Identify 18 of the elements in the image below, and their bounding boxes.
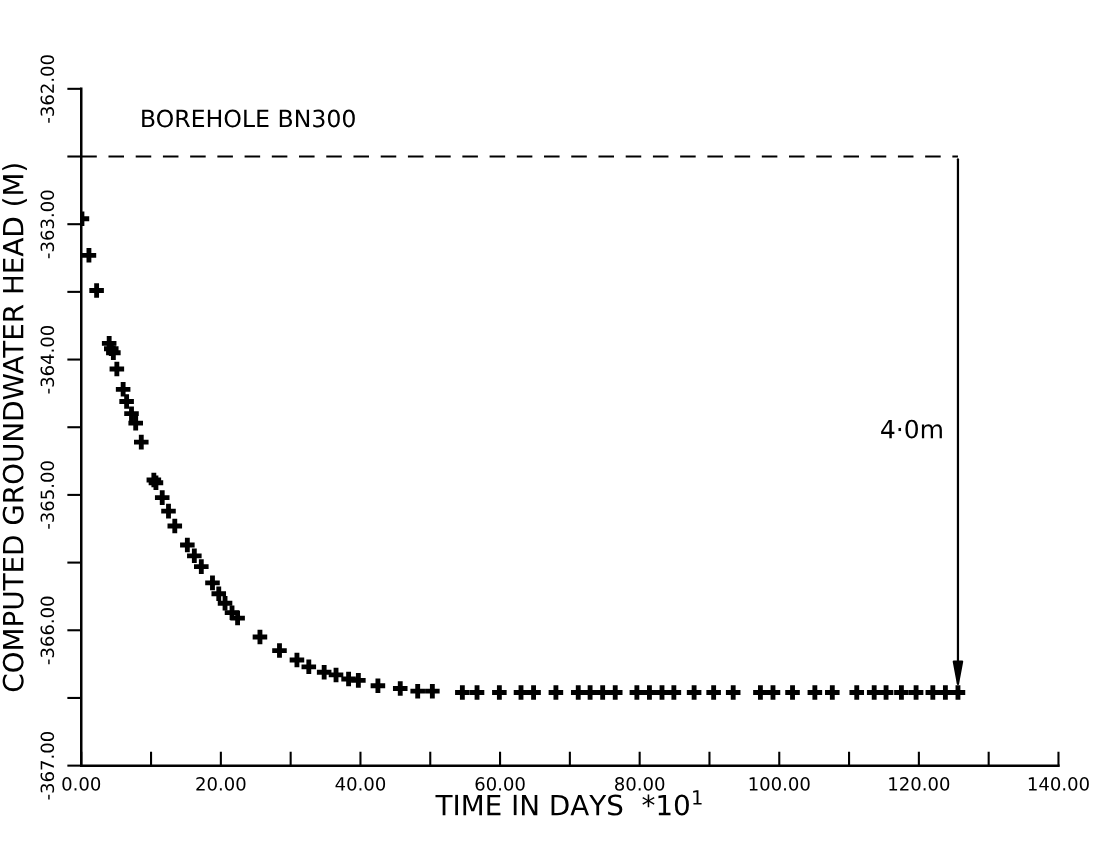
x-tick-label: 80.00 [615, 777, 665, 791]
y-tick-label: -362.00 [40, 55, 55, 123]
x-tick-label: 100.00 [749, 777, 810, 791]
x-tick-label: 120.00 [889, 777, 950, 791]
y-tick-label: -366.00 [40, 596, 55, 665]
x-tick-label: 40.00 [335, 777, 386, 791]
y-tick-label: -363.00 [40, 190, 55, 259]
y-tick-label: -364.00 [40, 325, 55, 394]
annotation: 4·0m [881, 419, 942, 439]
x-tick-label: 20.00 [196, 777, 246, 791]
x-tick-label: 60.00 [475, 777, 525, 791]
x-axis-title: TIME IN DAYS *10$^{1}$ [435, 790, 702, 816]
y-tick-label: -367.00 [40, 731, 55, 800]
text: BOREHOLE BN300 [142, 109, 355, 128]
y-axis-title: COMPUTED GROUNDWATER HEAD (M) [2, 164, 27, 692]
y-tick-label: -365.00 [40, 461, 55, 529]
x-tick-label: 0.00 [62, 777, 101, 791]
x-tick-label: 140.00 [1028, 777, 1089, 791]
